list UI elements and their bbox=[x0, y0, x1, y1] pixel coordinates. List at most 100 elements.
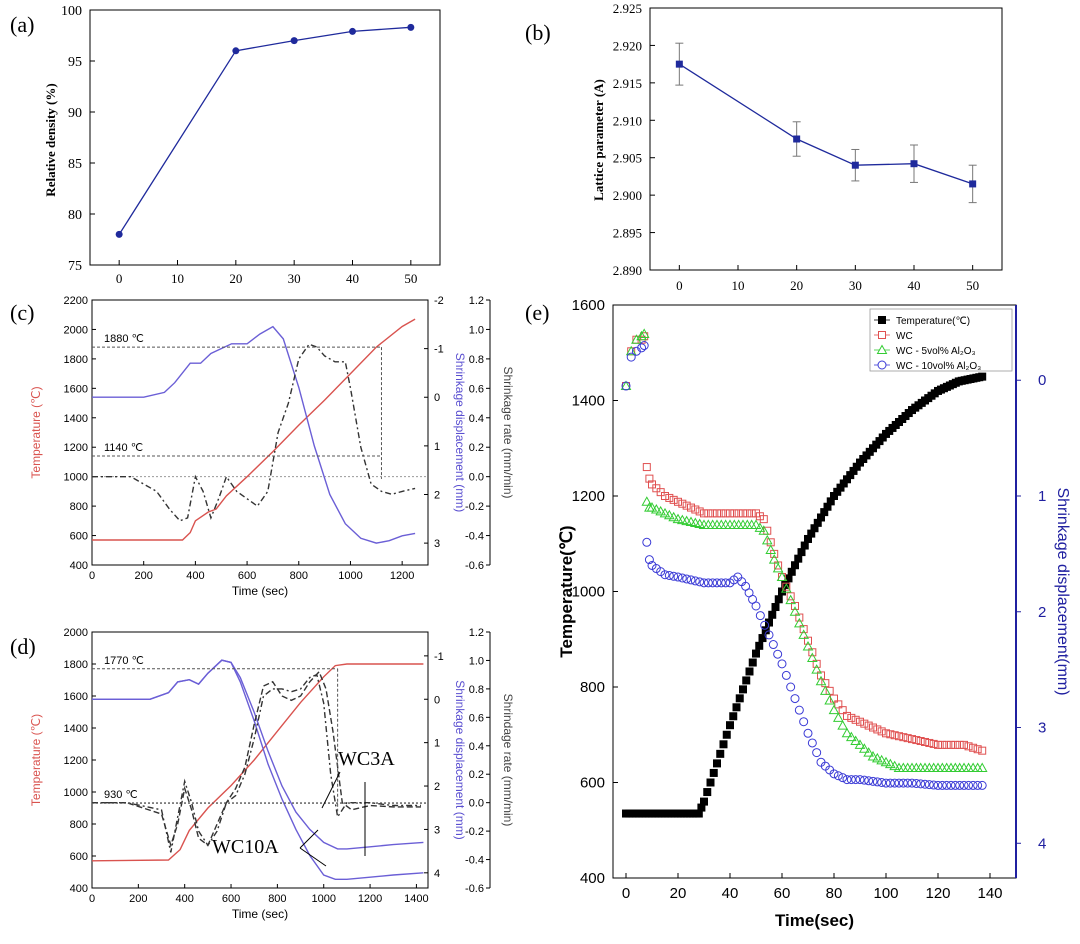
marker-temperature bbox=[830, 492, 838, 500]
y-axis-label-mid: Shrinkage displacement (mm) bbox=[453, 353, 467, 512]
plot-frame bbox=[89, 9, 441, 266]
y-tick-label: 1600 bbox=[572, 297, 605, 314]
x-axis-label: Time (sec) bbox=[232, 907, 288, 921]
y-axis-label-mid: Shrinkage displacement (mm) bbox=[453, 680, 467, 839]
x-tick-label: 40 bbox=[722, 885, 739, 902]
series-line-left bbox=[91, 663, 424, 862]
panel-a: (a) 0 10 20 30 40 50 75 80 85 90 95 100 Relative dens… bbox=[10, 4, 441, 286]
x-tick-label: 600 bbox=[238, 570, 256, 582]
marker-wc bbox=[661, 492, 669, 500]
marker-wc5 bbox=[780, 583, 792, 593]
marker-wc10 bbox=[699, 578, 709, 588]
mid-tick-label: 4 bbox=[434, 868, 440, 880]
marker-wc5 bbox=[650, 503, 662, 514]
annotation-arrow bbox=[299, 847, 327, 867]
mid-tick-label: 2 bbox=[434, 781, 440, 793]
marker-temperature bbox=[735, 694, 744, 703]
marker-wc5 bbox=[655, 505, 667, 516]
marker-wc10 bbox=[790, 694, 800, 704]
marker-wc5 bbox=[802, 640, 814, 651]
marker-wc bbox=[730, 509, 739, 518]
marker-wc10 bbox=[924, 780, 934, 790]
legend-marker bbox=[878, 316, 886, 324]
marker-wc5 bbox=[828, 704, 840, 715]
marker-temperature bbox=[813, 518, 822, 527]
series-line-mid bbox=[92, 325, 416, 544]
marker-wc5 bbox=[867, 750, 879, 761]
y-tick-label: 1600 bbox=[64, 691, 88, 703]
x-tick-label: 1000 bbox=[311, 893, 335, 905]
y-axis-label-left: Temperature(℃) bbox=[557, 525, 576, 657]
data-line bbox=[118, 26, 411, 235]
right-tick-label: 1 bbox=[1038, 488, 1046, 505]
x-tick-label: 400 bbox=[186, 570, 204, 582]
y-tick-label: 400 bbox=[580, 870, 605, 887]
marker-wc5 bbox=[663, 509, 675, 520]
y-tick-label: 1800 bbox=[64, 659, 88, 671]
marker-wc5 bbox=[789, 606, 801, 616]
x-tick-label: 0 bbox=[89, 570, 95, 582]
y-tick-label: 800 bbox=[580, 679, 605, 696]
marker-temperature bbox=[839, 479, 848, 488]
marker-wc5 bbox=[889, 760, 901, 771]
series-line-left bbox=[92, 318, 416, 541]
marker-temperature bbox=[726, 721, 734, 730]
marker-wc10 bbox=[885, 778, 895, 788]
right-tick-label: 0.6 bbox=[469, 712, 484, 724]
marker-wc bbox=[708, 509, 717, 518]
marker-wc10 bbox=[868, 776, 878, 786]
marker-wc10 bbox=[664, 570, 674, 580]
right-tick-label: 1.2 bbox=[469, 627, 484, 639]
x-tick-label: 100 bbox=[873, 885, 898, 902]
marker-wc bbox=[674, 497, 682, 506]
y-tick-label: 1400 bbox=[572, 393, 605, 410]
series-line-right bbox=[92, 343, 416, 522]
annotation: 930 ℃ bbox=[104, 789, 138, 801]
marker-temperature bbox=[800, 541, 809, 550]
marker-wc bbox=[934, 740, 942, 749]
marker-wc10 bbox=[786, 682, 796, 692]
marker-wc bbox=[687, 503, 695, 512]
marker-wc bbox=[704, 509, 713, 518]
marker-wc10 bbox=[686, 575, 696, 585]
marker-wc10 bbox=[751, 601, 761, 611]
marker-wc bbox=[691, 505, 700, 514]
data-point bbox=[407, 23, 415, 31]
marker-wc bbox=[929, 739, 938, 748]
marker-wc5 bbox=[625, 345, 637, 356]
marker-temperature bbox=[755, 641, 764, 650]
right-tick-label: 0.8 bbox=[469, 354, 484, 366]
x-tick-label: 20 bbox=[229, 271, 242, 286]
marker-temperature bbox=[787, 567, 796, 576]
marker-wc10 bbox=[755, 611, 765, 621]
marker-wc10 bbox=[690, 576, 700, 586]
y-tick-label: 1200 bbox=[572, 488, 605, 505]
marker-wc bbox=[938, 740, 947, 749]
marker-wc5 bbox=[871, 752, 883, 763]
marker-wc5 bbox=[750, 519, 762, 529]
marker-wc bbox=[973, 745, 982, 754]
y-tick-label: 85 bbox=[68, 157, 82, 172]
marker-wc10 bbox=[846, 775, 856, 785]
marker-wc10 bbox=[637, 343, 647, 353]
marker-wc bbox=[947, 740, 955, 749]
marker-temperature bbox=[804, 534, 812, 543]
marker-wc10 bbox=[911, 778, 921, 788]
data-line bbox=[678, 63, 973, 185]
marker-wc bbox=[856, 717, 864, 726]
marker-temperature bbox=[729, 712, 738, 721]
x-tick-label: 30 bbox=[288, 271, 301, 286]
x-tick-label: 200 bbox=[129, 893, 147, 905]
marker-wc5 bbox=[819, 685, 831, 695]
x-tick-label: 1200 bbox=[358, 893, 382, 905]
marker-wc bbox=[645, 474, 654, 483]
marker-wc10 bbox=[894, 778, 904, 788]
x-tick-label: 200 bbox=[135, 570, 153, 582]
marker-wc10 bbox=[942, 780, 952, 790]
marker-wc bbox=[942, 740, 951, 749]
x-tick-label: 50 bbox=[966, 278, 979, 293]
marker-wc10 bbox=[812, 748, 822, 758]
marker-wc bbox=[721, 509, 730, 518]
marker-wc10 bbox=[712, 578, 722, 588]
